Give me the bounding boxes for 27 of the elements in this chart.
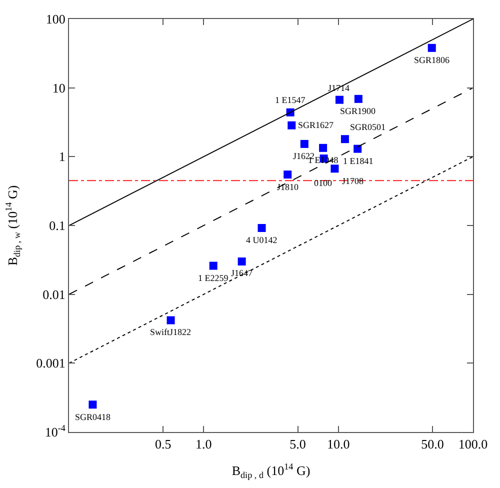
- y-tick-label: 10$^{-4}$: [44, 423, 66, 440]
- annotation: SGR1627: [298, 120, 334, 130]
- x-axis-title: B$_{dip , d}$ (10$^{14}$ G): [232, 462, 310, 480]
- annotation: 1 E1547: [275, 95, 306, 105]
- y-tick-label: 0.001: [36, 356, 66, 371]
- x-tick-label: 100.0: [458, 436, 488, 452]
- x-tick-label: 1.0: [196, 436, 212, 452]
- annotation: SGR0418: [75, 412, 112, 422]
- x-tick-label: 0.5: [155, 436, 172, 452]
- annotation: SGR1806: [414, 55, 450, 65]
- annotation: 4 U0142: [246, 235, 278, 245]
- annotation: J1810: [277, 182, 299, 192]
- annotation: SGR1900: [340, 106, 376, 116]
- y-tick-label: 10: [52, 80, 66, 96]
- x-tick-label: 5.0: [290, 436, 306, 452]
- y-tick-label: 0.1: [49, 218, 66, 234]
- x-tick-label: 50.0: [421, 436, 444, 452]
- y-tick-label: 1: [58, 149, 66, 164]
- annotation: SwiftJ1822: [150, 327, 192, 337]
- y-tick-label: 0.01: [42, 286, 66, 302]
- annotation: J1647: [231, 268, 253, 278]
- x-tick-label: 10.0: [326, 436, 350, 452]
- annotation: SGR0501: [350, 122, 386, 132]
- annotation: 1 E1841: [343, 156, 374, 166]
- annotation: 0100: [314, 178, 332, 188]
- annotation: 1 E2259: [198, 273, 229, 283]
- y-tick-label: 100: [46, 12, 66, 27]
